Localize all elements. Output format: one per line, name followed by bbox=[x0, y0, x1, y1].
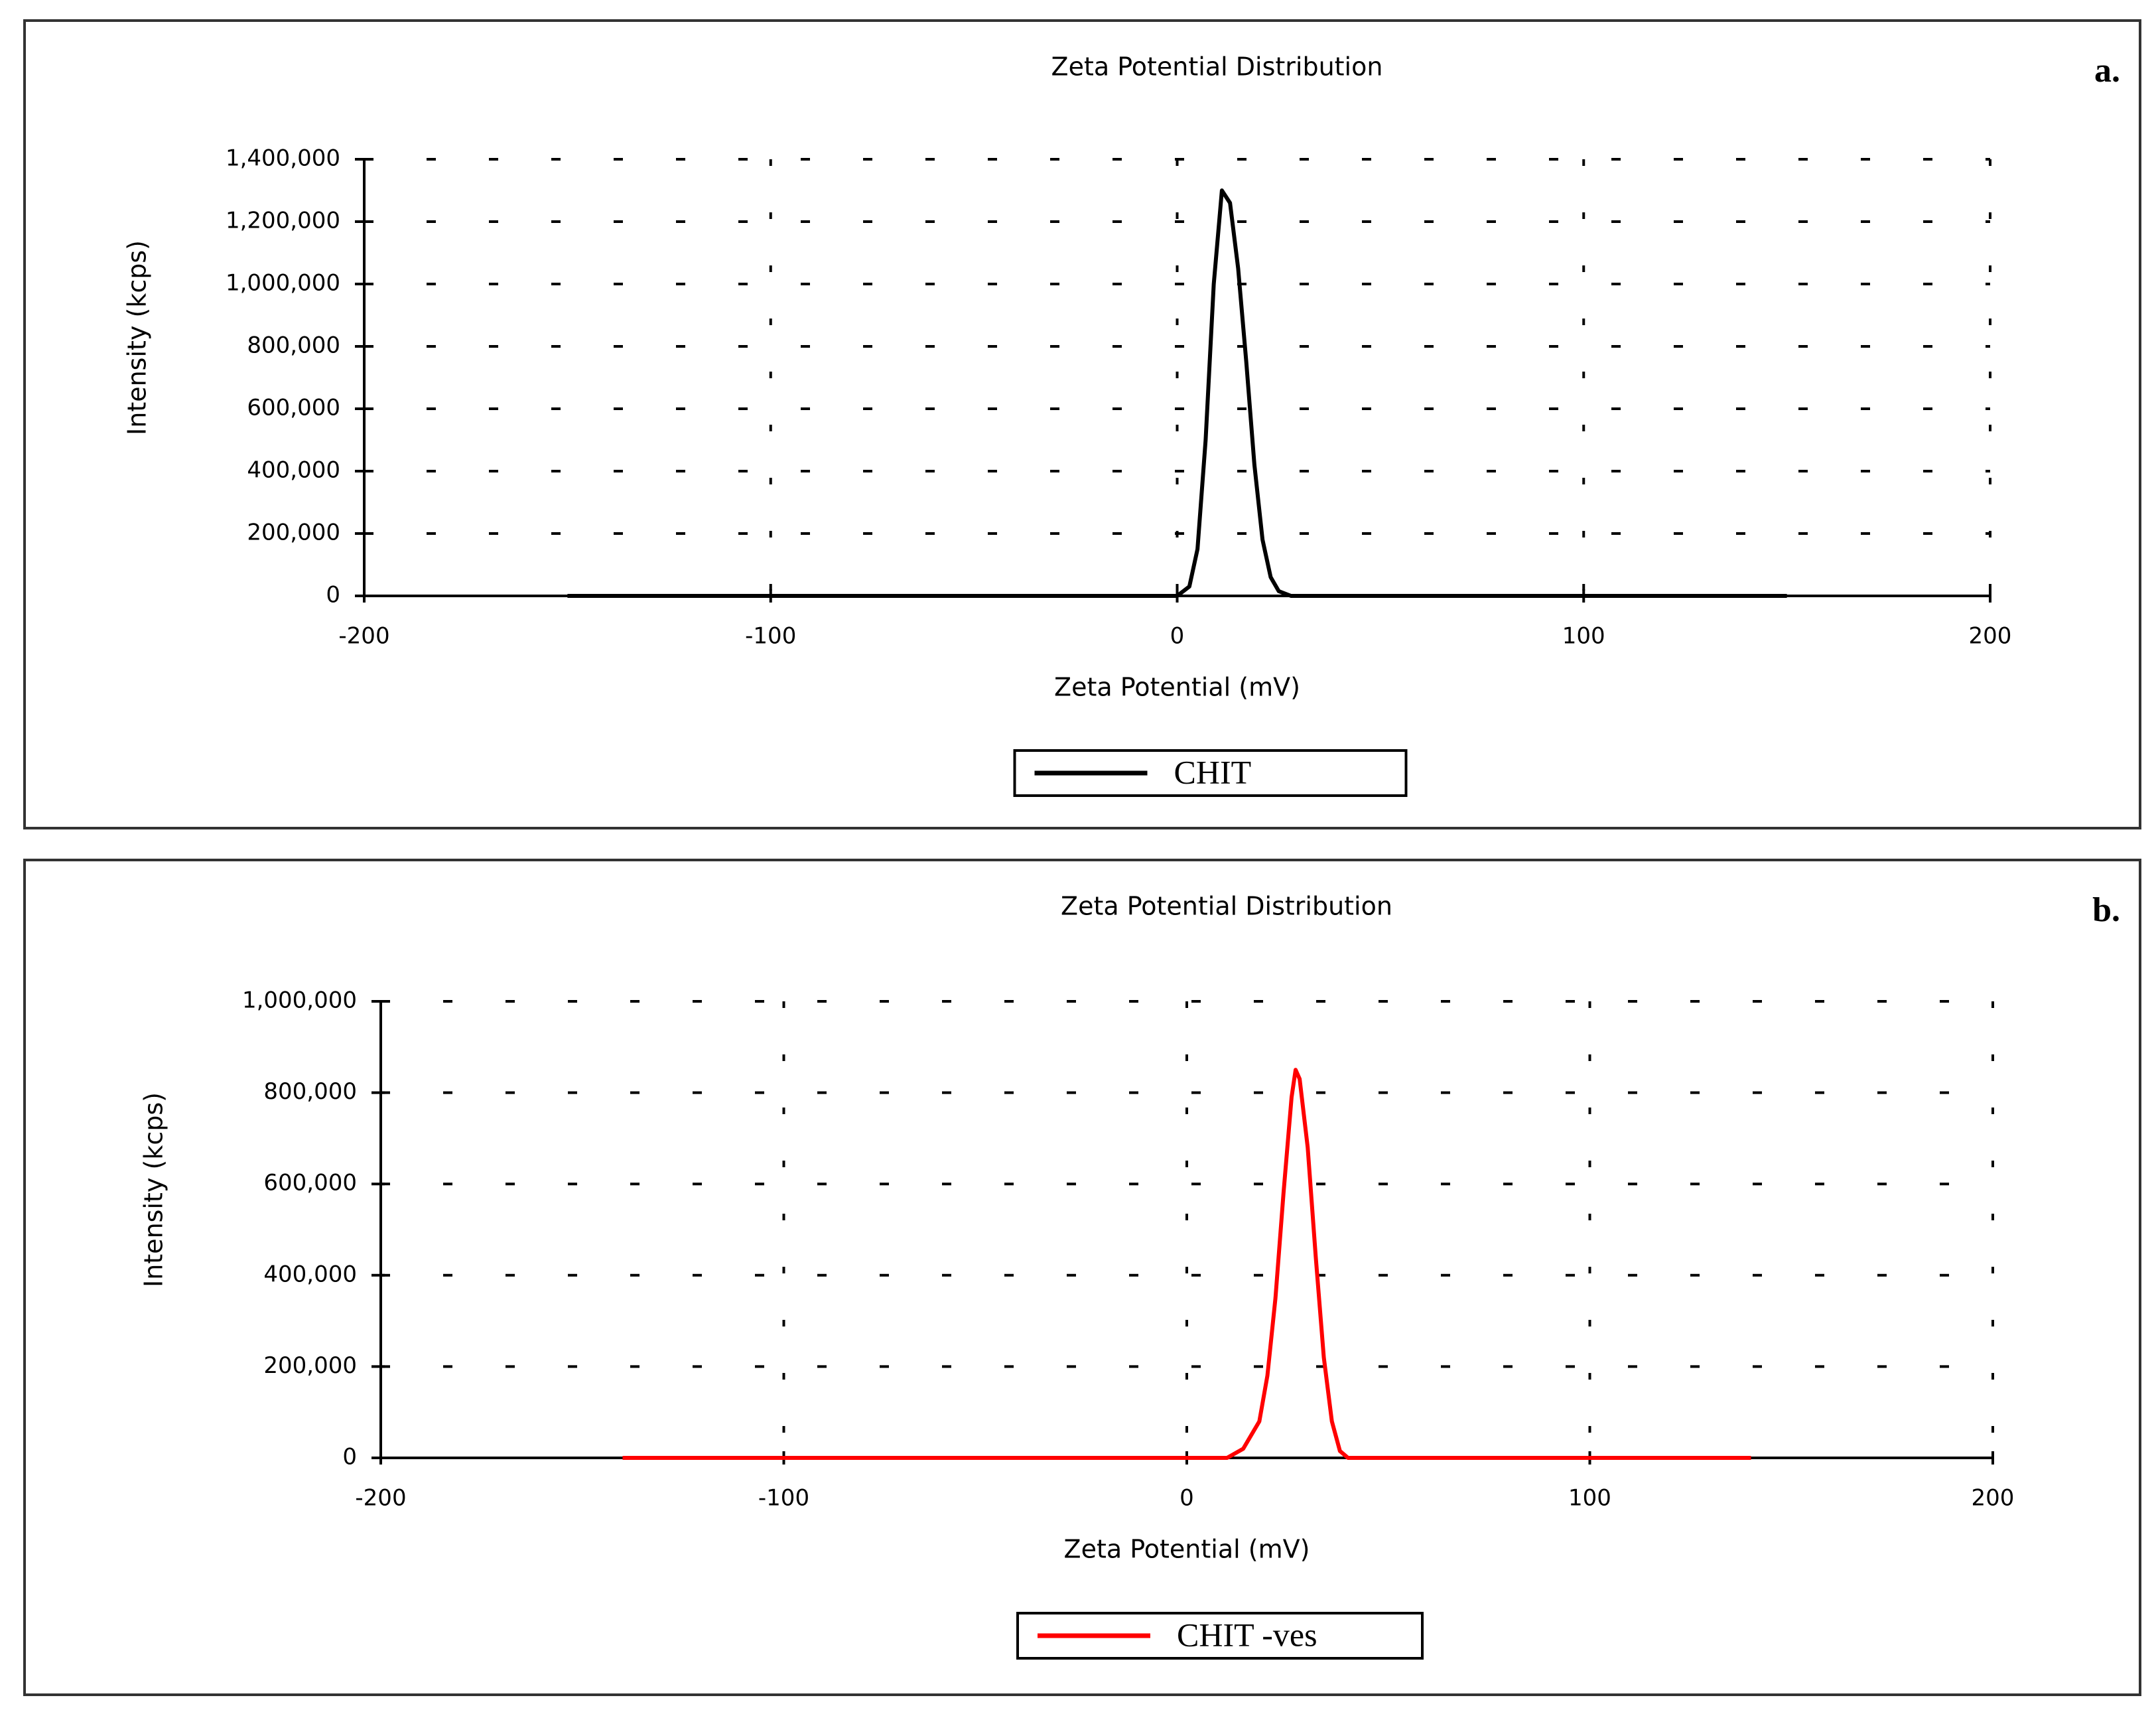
data-line bbox=[567, 188, 1787, 598]
x-tick-label: -200 bbox=[338, 623, 389, 650]
panel-label: a. bbox=[2094, 52, 2120, 90]
x-tick-label: 100 bbox=[1562, 623, 1605, 650]
y-tick-label: 800,000 bbox=[263, 1078, 357, 1105]
y-tick-label: 1,200,000 bbox=[226, 208, 340, 234]
y-tick-label: 0 bbox=[342, 1444, 357, 1470]
chart-title: Zeta Potential Distribution bbox=[1061, 892, 1392, 921]
panel-frame bbox=[23, 19, 2141, 829]
x-tick-label: 200 bbox=[1969, 623, 2012, 650]
legend-label: CHIT -ves bbox=[1177, 1616, 1317, 1653]
y-tick-label: 1,000,000 bbox=[242, 987, 357, 1014]
y-tick-label: 600,000 bbox=[247, 395, 340, 421]
x-tick-label: 0 bbox=[1179, 1485, 1194, 1512]
x-tick-label: 0 bbox=[1170, 623, 1185, 650]
x-tick-label: -100 bbox=[758, 1485, 809, 1512]
x-tick-label: -100 bbox=[745, 623, 796, 650]
y-tick-label: 400,000 bbox=[247, 457, 340, 484]
y-tick-label: 200,000 bbox=[247, 520, 340, 546]
y-tick-label: 1,400,000 bbox=[226, 145, 340, 172]
panel-label: b. bbox=[2092, 891, 2120, 929]
y-tick-label: 800,000 bbox=[247, 332, 340, 359]
y-tick-label: 200,000 bbox=[263, 1352, 357, 1379]
y-tick-label: 400,000 bbox=[263, 1261, 357, 1287]
y-axis-label: Intensity (kcps) bbox=[123, 240, 152, 435]
x-axis-label: Zeta Potential (mV) bbox=[1054, 673, 1300, 702]
x-tick-label: 100 bbox=[1568, 1485, 1611, 1512]
y-axis-label: Intensity (kcps) bbox=[139, 1092, 168, 1287]
y-tick-label: 1,000,000 bbox=[226, 270, 340, 297]
y-tick-label: 600,000 bbox=[263, 1170, 357, 1196]
legend-label: CHIT bbox=[1174, 753, 1252, 790]
panel-frame bbox=[23, 859, 2141, 1696]
x-tick-label: 200 bbox=[1972, 1485, 2015, 1512]
chart-title: Zeta Potential Distribution bbox=[1051, 52, 1383, 82]
data-line bbox=[622, 1068, 1751, 1460]
x-axis-label: Zeta Potential (mV) bbox=[1064, 1535, 1310, 1564]
y-tick-label: 0 bbox=[326, 582, 340, 608]
x-tick-label: -200 bbox=[355, 1485, 406, 1512]
